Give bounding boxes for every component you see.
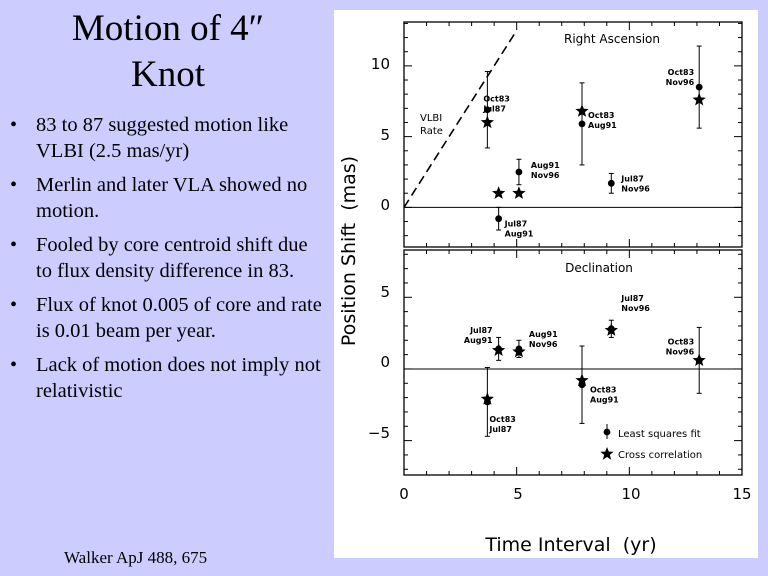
bullet-item: Merlin and later VLA showed no motion. <box>10 172 328 224</box>
least-squares-point <box>695 83 703 91</box>
point-label: Oct83 <box>489 415 516 424</box>
cross-correlation-point <box>480 115 494 129</box>
citation: Walker ApJ 488, 675 <box>64 548 208 567</box>
bullet-item: 83 to 87 suggested motion like VLBI (2.5… <box>10 112 328 164</box>
panel-frame-ra <box>403 21 743 248</box>
point-label: Jul87 <box>488 425 512 434</box>
least-squares-point <box>495 215 503 223</box>
y-tick-label: 0 <box>380 353 390 371</box>
point-label: Jul87 <box>469 326 493 335</box>
vlbi-rate-label: Rate <box>420 126 443 137</box>
point-label: Nov96 <box>531 171 560 180</box>
position-shift-chart: 0 5 10 15 0 5 10 −5 0 5 Time Interval (y… <box>338 21 752 556</box>
panel-title-right-ascension: Right Ascension <box>564 32 660 46</box>
panel-title-declination: Declination <box>565 261 633 275</box>
cross-correlation-point <box>692 92 706 106</box>
cross-correlation-point <box>692 353 706 366</box>
bullet-item: Flux of knot 0.005 of core and rate is 0… <box>10 292 328 344</box>
position-shift-figure: 0 5 10 15 0 5 10 −5 0 5 Time Interval (y… <box>334 10 758 558</box>
least-squares-point <box>607 179 615 187</box>
point-label: Jul87 <box>504 220 528 229</box>
legend-cross-correlation-symbol <box>600 447 614 460</box>
legend-least-squares-symbol <box>603 428 611 436</box>
vlbi-rate-label: VLBI <box>420 113 442 124</box>
cross-correlation-point <box>512 344 526 358</box>
cross-correlation-point <box>492 186 506 199</box>
point-label: Oct83 <box>668 337 695 346</box>
point-label: Aug91 <box>588 121 617 130</box>
bullet-item: Fooled by core centroid shift due to flu… <box>10 232 328 284</box>
point-label: Oct83 <box>483 95 510 104</box>
x-tick-label: 10 <box>621 485 640 503</box>
point-label: Jul87 <box>620 174 644 183</box>
y-axis-title: Position Shift (mas) <box>338 156 360 346</box>
point-label: Aug91 <box>505 230 534 239</box>
panel-frame-dec <box>403 249 743 476</box>
y-tick-label: 0 <box>380 196 390 214</box>
point-label: Nov96 <box>621 184 650 193</box>
point-label: Oct83 <box>668 68 695 77</box>
slide-title-line-1: Motion of 4″ <box>71 8 265 49</box>
cross-correlation-point <box>512 186 526 199</box>
y-tick-label: 5 <box>380 283 390 301</box>
point-label: Jul87 <box>482 105 506 114</box>
point-label: Aug91 <box>529 330 558 339</box>
least-squares-point <box>515 168 523 176</box>
y-tick-label: 10 <box>371 55 390 73</box>
cross-correlation-point <box>575 373 589 387</box>
point-label: Nov96 <box>666 347 695 356</box>
x-tick-label: 15 <box>732 485 751 503</box>
point-label: Nov96 <box>666 78 695 87</box>
point-label: Oct83 <box>588 111 615 120</box>
point-label: Oct83 <box>590 386 617 395</box>
cross-correlation-point <box>480 392 494 405</box>
bullet-list: 83 to 87 suggested motion like VLBI (2.5… <box>10 112 328 412</box>
x-axis-title: Time Interval (yr) <box>484 534 656 556</box>
slide-title-line-2: Knot <box>131 54 205 95</box>
cross-correlation-point <box>492 343 506 356</box>
bullet-item: Lack of motion does not imply not relati… <box>10 352 328 404</box>
least-squares-point <box>578 120 586 128</box>
vlbi-rate-line <box>403 30 518 208</box>
y-tick-label: 5 <box>380 126 390 144</box>
point-label: Nov96 <box>621 304 650 313</box>
least-squares-point <box>483 106 491 114</box>
x-tick-label: 5 <box>513 485 523 503</box>
point-label: Jul87 <box>620 294 644 303</box>
cross-correlation-point <box>604 323 618 336</box>
point-label: Nov96 <box>529 340 558 349</box>
slide-title: Motion of 4″ Knot <box>0 6 336 98</box>
point-label: Aug91 <box>464 336 493 345</box>
cross-correlation-point <box>575 104 589 117</box>
legend-label-cross-correlation: Cross correlation <box>618 450 702 461</box>
y-tick-label: −5 <box>368 424 390 442</box>
x-tick-label: 0 <box>399 485 409 503</box>
legend-label-least-squares: Least squares fit <box>618 429 701 440</box>
point-label: Aug91 <box>531 161 560 170</box>
point-label: Aug91 <box>590 396 619 405</box>
